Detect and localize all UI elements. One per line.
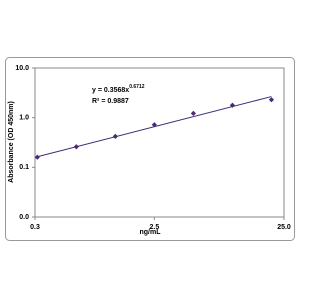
equation: y = 0.3568x0.6712 xyxy=(92,84,145,94)
x-tick-label: 2.5 xyxy=(150,224,160,231)
data-point xyxy=(112,133,118,139)
data-point xyxy=(268,97,275,103)
y-tick-label: 10.0 xyxy=(15,65,29,72)
page: {"chart_data": {"type": "scatter", "log_… xyxy=(5,57,295,241)
equation-exponent: 0.6712 xyxy=(129,84,145,90)
r-squared: R² = 0.9887 xyxy=(92,98,129,105)
data-point xyxy=(73,144,79,150)
data-point xyxy=(229,102,236,108)
data-point xyxy=(190,110,196,116)
x-axis-label: ng/mL xyxy=(140,229,162,236)
y-axis-label: Absorbance (OD 450nm) xyxy=(8,101,15,183)
data-point xyxy=(34,154,40,160)
x-tick-label: 25.0 xyxy=(277,224,291,231)
x-tick-label: 0.3 xyxy=(30,224,40,231)
equation-text: y = 0.3568x xyxy=(92,87,129,94)
chart: ng/mL Absorbance (OD 450nm) y = 0.3568x0… xyxy=(5,57,295,241)
data-point xyxy=(151,122,157,128)
y-tick-label: 0.1 xyxy=(19,164,29,171)
y-tick-label: 0.0 xyxy=(19,214,29,221)
plot-area xyxy=(34,67,285,218)
y-tick-label: 1.0 xyxy=(19,115,29,122)
